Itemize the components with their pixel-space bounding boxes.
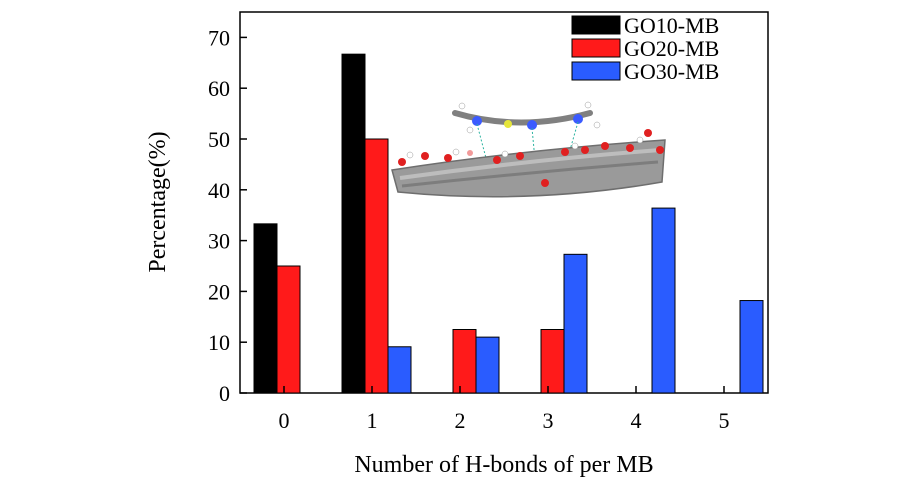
bar-go10-mb-1 [341,53,366,394]
bar-go20-mb-0 [276,265,301,394]
x-tick-label: 5 [719,408,730,433]
bar-go30-mb-1 [387,346,412,394]
x-tick-label: 2 [455,408,466,433]
bar-go20-mb-2 [452,329,477,394]
y-tick-label: 60 [208,76,230,101]
y-tick-label: 50 [208,127,230,152]
legend-swatch-go20-mb [571,38,621,58]
x-axis-label: Number of H-bonds of per MB [354,452,653,478]
bar-go30-mb-3 [563,253,588,394]
y-tick-label: 30 [208,229,230,254]
x-tick-label: 1 [367,408,378,433]
legend-swatch-go30-mb [571,61,621,81]
legend-label-go10-mb: GO10-MB [624,13,719,38]
x-axis: 0 1 2 3 4 5 [279,386,730,433]
molecular-inset-image [391,101,666,198]
y-tick-label: 10 [208,330,230,355]
y-tick-label: 40 [208,178,230,203]
bars-group [253,53,764,394]
legend-swatch-go10-mb [571,15,621,35]
bar-go30-mb-4 [651,207,676,394]
legend-label-go20-mb: GO20-MB [624,36,719,61]
y-axis: 0 10 20 30 40 50 60 70 [208,25,247,406]
bar-go30-mb-5 [739,300,764,394]
bar-go20-mb-1 [364,138,389,394]
x-tick-label: 4 [631,408,642,433]
plot-frame [239,11,769,394]
bar-go30-mb-2 [475,336,500,394]
y-tick-label: 20 [208,279,230,304]
y-tick-label: 0 [219,381,230,406]
bar-go10-mb-0 [253,223,278,394]
x-tick-label: 0 [279,408,290,433]
y-tick-label: 70 [208,25,230,50]
y-axis-label: Percentage(%) [145,131,171,272]
bar-go20-mb-3 [540,329,565,394]
x-tick-label: 3 [543,408,554,433]
legend-label-go30-mb: GO30-MB [624,59,719,84]
